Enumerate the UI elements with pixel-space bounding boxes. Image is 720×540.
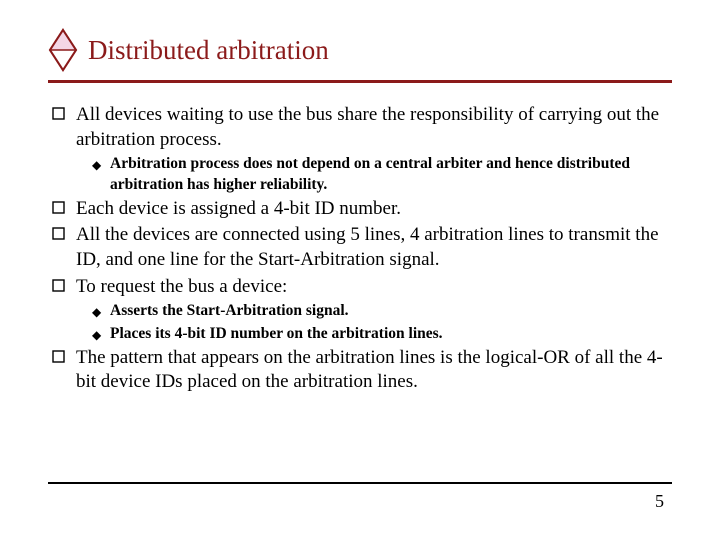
- bullet-text: Each device is assigned a 4-bit ID numbe…: [76, 197, 401, 222]
- bullet-sub-item: ◆ Arbitration process does not depend on…: [92, 154, 672, 194]
- slide: Distributed arbitration All devices wait…: [0, 0, 720, 540]
- bullet-text: To request the bus a device:: [76, 275, 287, 300]
- bullet-item: All devices waiting to use the bus share…: [52, 103, 672, 152]
- bullet-item: Each device is assigned a 4-bit ID numbe…: [52, 197, 672, 222]
- square-bullet-icon: [52, 350, 66, 364]
- square-bullet-icon: [52, 279, 66, 293]
- diamond-bullet-icon: ◆: [92, 158, 102, 173]
- square-bullet-icon: [52, 201, 66, 215]
- title-rule: [48, 80, 672, 83]
- page-number: 5: [655, 491, 664, 512]
- diamond-bullet-icon: ◆: [92, 328, 102, 343]
- bullet-sub-item: ◆ Places its 4-bit ID number on the arbi…: [92, 324, 672, 344]
- bullet-text: The pattern that appears on the arbitrat…: [76, 346, 672, 395]
- diamond-icon: [48, 28, 78, 72]
- bullet-item: The pattern that appears on the arbitrat…: [52, 346, 672, 395]
- bullet-item: To request the bus a device:: [52, 275, 672, 300]
- bullet-sub-item: ◆ Asserts the Start-Arbitration signal.: [92, 301, 672, 321]
- bullet-text: Places its 4-bit ID number on the arbitr…: [110, 324, 443, 344]
- bullet-text: Arbitration process does not depend on a…: [110, 154, 672, 194]
- bullet-text: All the devices are connected using 5 li…: [76, 223, 672, 272]
- title-row: Distributed arbitration: [48, 28, 672, 72]
- square-bullet-icon: [52, 227, 66, 241]
- bullet-text: All devices waiting to use the bus share…: [76, 103, 672, 152]
- bullet-item: All the devices are connected using 5 li…: [52, 223, 672, 272]
- bullet-text: Asserts the Start-Arbitration signal.: [110, 301, 349, 321]
- bottom-rule: [48, 482, 672, 484]
- diamond-bullet-icon: ◆: [92, 305, 102, 320]
- slide-title: Distributed arbitration: [88, 35, 329, 66]
- content-body: All devices waiting to use the bus share…: [48, 103, 672, 395]
- square-bullet-icon: [52, 107, 66, 121]
